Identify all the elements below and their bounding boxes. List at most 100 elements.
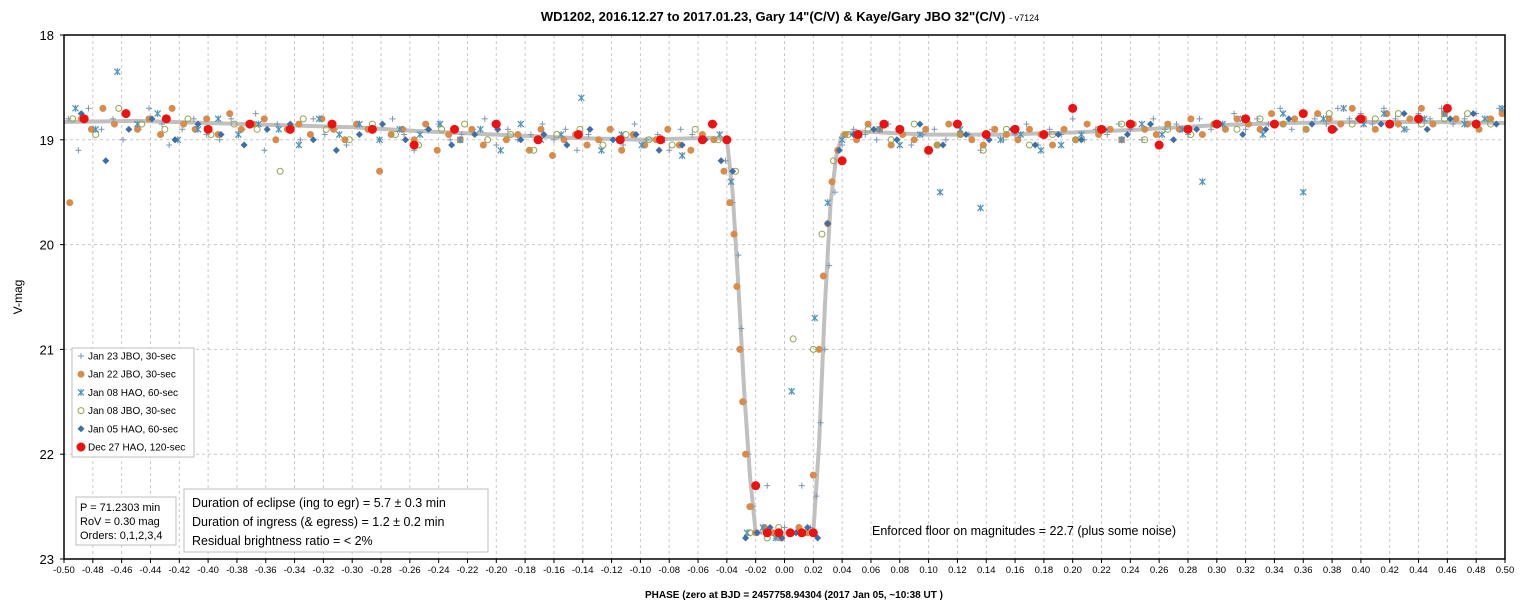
x-tick-label: -0.18 — [514, 565, 536, 576]
data-point — [887, 141, 895, 149]
data-point — [609, 136, 617, 144]
data-point — [228, 115, 235, 122]
x-tick-label: 0.46 — [1438, 565, 1457, 576]
data-point — [1464, 110, 1472, 118]
data-point — [355, 120, 363, 128]
x-tick-label: -0.12 — [601, 565, 623, 576]
series-0 — [65, 105, 1503, 542]
y-tick-label: 21 — [40, 342, 54, 357]
data-point — [1262, 125, 1270, 133]
x-tick-label: 0.38 — [1323, 565, 1342, 576]
data-point — [919, 131, 926, 138]
y-tick-label: 18 — [40, 28, 54, 43]
data-point — [1327, 124, 1337, 134]
data-point — [438, 125, 446, 133]
data-point — [1269, 119, 1279, 129]
data-point — [447, 136, 454, 143]
data-point — [1242, 126, 1249, 133]
x-tick-label: 0.26 — [1150, 565, 1169, 576]
data-point — [120, 136, 127, 143]
y-tick-label: 23 — [40, 552, 54, 567]
data-point — [1371, 115, 1379, 123]
data-point — [1147, 120, 1155, 128]
legend-marker — [77, 425, 85, 433]
data-point — [548, 152, 556, 160]
data-point — [1241, 114, 1251, 124]
data-point — [166, 142, 173, 149]
x-tick-label: 0.24 — [1121, 565, 1140, 576]
data-point — [1314, 110, 1322, 118]
data-point — [1150, 115, 1157, 122]
data-point — [66, 199, 74, 207]
data-point — [171, 136, 179, 144]
legend-item-label: Jan 08 JBO, 30-sec — [88, 406, 176, 417]
data-point — [813, 493, 820, 500]
data-point — [514, 131, 522, 139]
data-point — [977, 204, 984, 212]
data-point — [461, 120, 469, 128]
data-point — [1279, 120, 1287, 128]
data-point — [809, 471, 817, 479]
data-point — [79, 114, 89, 124]
data-point — [477, 125, 484, 133]
data-point — [1323, 121, 1330, 128]
data-point — [479, 141, 487, 149]
data-point — [751, 481, 761, 491]
data-point — [1446, 115, 1454, 123]
data-point — [585, 131, 592, 138]
data-point — [933, 141, 941, 149]
x-tick-label: 0.40 — [1352, 565, 1371, 576]
data-point — [1452, 115, 1460, 123]
data-point — [345, 136, 353, 144]
data-point — [781, 524, 788, 531]
data-point — [157, 131, 165, 139]
data-point — [733, 283, 741, 291]
x-tick-label: 0.28 — [1179, 565, 1198, 576]
data-point — [1039, 130, 1049, 140]
series-4 — [77, 110, 1500, 542]
data-point — [789, 335, 797, 343]
data-point — [327, 119, 337, 129]
data-point — [261, 147, 268, 154]
x-tick-label: 0.42 — [1380, 565, 1399, 576]
x-tick-label: -0.40 — [197, 565, 219, 576]
eclipse-duration-text: Duration of eclipse (ing to egr) = 5.7 ±… — [192, 496, 446, 510]
data-point — [1097, 124, 1107, 134]
data-point — [645, 136, 653, 144]
data-point — [631, 121, 638, 128]
x-tick-label: -0.44 — [140, 565, 162, 576]
data-point — [1406, 115, 1414, 123]
data-point — [1233, 115, 1241, 123]
data-point — [214, 115, 222, 123]
x-tick-label: 0.34 — [1265, 565, 1284, 576]
x-tick-label: -0.06 — [687, 565, 709, 576]
model-curve — [63, 118, 1506, 535]
x-tick-label: -0.14 — [572, 565, 594, 576]
x-tick-label: -0.16 — [543, 565, 565, 576]
data-point — [916, 131, 924, 139]
data-point — [979, 141, 987, 149]
data-point — [1325, 110, 1333, 118]
data-point — [553, 131, 561, 139]
data-point — [481, 115, 488, 122]
x-tick-label: 0.14 — [977, 565, 996, 576]
data-point — [1288, 126, 1295, 133]
data-point — [1369, 121, 1376, 128]
data-point — [321, 131, 328, 138]
data-point — [563, 141, 571, 149]
data-point — [450, 124, 460, 134]
data-point — [378, 120, 386, 128]
data-point — [1427, 115, 1434, 122]
data-point — [1442, 103, 1452, 113]
x-tick-label: -0.48 — [82, 565, 104, 576]
data-point — [507, 131, 515, 139]
data-point — [484, 136, 492, 144]
data-point — [1348, 120, 1356, 128]
data-point — [1256, 125, 1264, 133]
x-tick-label: 0.08 — [891, 565, 910, 576]
data-point — [1356, 114, 1366, 124]
data-point — [622, 131, 630, 139]
legend-item-label: Jan 08 HAO, 60-sec — [88, 388, 178, 399]
legend-marker — [77, 388, 85, 396]
data-point — [811, 314, 819, 322]
